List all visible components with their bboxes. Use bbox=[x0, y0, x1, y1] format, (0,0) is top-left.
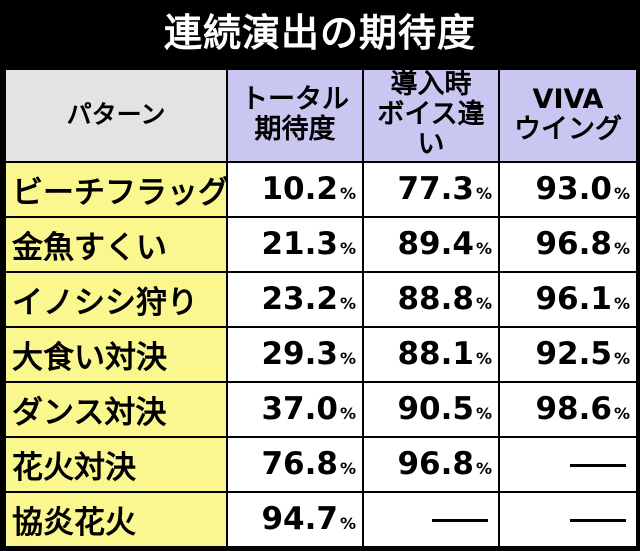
header-total-line2: 期待度 bbox=[254, 114, 336, 146]
header-pattern: パターン bbox=[4, 68, 228, 163]
cell-total: 23.2% bbox=[226, 270, 364, 328]
cell-value: 96.8 bbox=[535, 226, 612, 263]
cell-value: 88.8 bbox=[397, 281, 474, 318]
cell-voice: 88.1% bbox=[362, 325, 500, 383]
cell-value: 96.1 bbox=[535, 281, 612, 318]
header-viva-wing: VIVA ウイング bbox=[498, 68, 638, 163]
cell-value: 23.2 bbox=[261, 281, 338, 318]
header-total-line1: トータル bbox=[241, 84, 349, 116]
table-row: 大食い対決 29.3% 88.1% 92.5% bbox=[4, 325, 638, 383]
header-total-expectation: トータル 期待度 bbox=[226, 68, 364, 163]
dash-mark bbox=[570, 463, 626, 467]
cell-voice-none bbox=[362, 490, 500, 548]
percent-sign: % bbox=[339, 459, 356, 479]
percent-sign: % bbox=[339, 184, 356, 204]
percent-sign: % bbox=[475, 239, 492, 259]
table-row: ダンス対決 37.0% 90.5% 98.6% bbox=[4, 380, 638, 438]
table-row: 協炎花火 94.7% bbox=[4, 490, 638, 548]
percent-sign: % bbox=[613, 404, 630, 424]
cell-value: 92.5 bbox=[535, 336, 612, 373]
cell-total: 76.8% bbox=[226, 435, 364, 493]
cell-value: 94.7 bbox=[261, 501, 338, 538]
cell-value: 89.4 bbox=[397, 226, 474, 263]
expectation-table: パターン トータル 期待度 導入時 ボイス違い VIVA ウイング ビーチフラッ… bbox=[4, 68, 638, 548]
page-title: 連続演出の期待度 bbox=[163, 11, 476, 55]
percent-sign: % bbox=[475, 349, 492, 369]
cell-value: 21.3 bbox=[261, 226, 338, 263]
cell-total: 29.3% bbox=[226, 325, 364, 383]
percent-sign: % bbox=[339, 239, 356, 259]
cell-viva: 96.1% bbox=[498, 270, 638, 328]
cell-value: 37.0 bbox=[261, 391, 338, 428]
dash-mark bbox=[432, 518, 488, 522]
pattern-name: 大食い対決 bbox=[4, 325, 228, 383]
table-row: ビーチフラッグ 10.2% 77.3% 93.0% bbox=[4, 160, 638, 218]
cell-voice: 88.8% bbox=[362, 270, 500, 328]
cell-total: 37.0% bbox=[226, 380, 364, 438]
cell-value: 29.3 bbox=[261, 336, 338, 373]
percent-sign: % bbox=[475, 459, 492, 479]
cell-value: 90.5 bbox=[397, 391, 474, 428]
cell-voice: 89.4% bbox=[362, 215, 500, 273]
percent-sign: % bbox=[339, 404, 356, 424]
header-intro-voice: 導入時 ボイス違い bbox=[362, 68, 500, 163]
cell-voice: 96.8% bbox=[362, 435, 500, 493]
percent-sign: % bbox=[613, 184, 630, 204]
cell-viva: 96.8% bbox=[498, 215, 638, 273]
header-viva-line2: ウイング bbox=[514, 114, 622, 146]
cell-total: 10.2% bbox=[226, 160, 364, 218]
cell-value: 77.3 bbox=[397, 171, 474, 208]
cell-value: 96.8 bbox=[397, 446, 474, 483]
pattern-name: イノシシ狩り bbox=[4, 270, 228, 328]
percent-sign: % bbox=[475, 404, 492, 424]
cell-viva: 93.0% bbox=[498, 160, 638, 218]
pattern-name: 花火対決 bbox=[4, 435, 228, 493]
percent-sign: % bbox=[339, 514, 356, 534]
percent-sign: % bbox=[613, 239, 630, 259]
percent-sign: % bbox=[613, 294, 630, 314]
cell-viva: 92.5% bbox=[498, 325, 638, 383]
cell-value: 98.6 bbox=[535, 391, 612, 428]
table-row: イノシシ狩り 23.2% 88.8% 96.1% bbox=[4, 270, 638, 328]
table-row: 花火対決 76.8% 96.8% bbox=[4, 435, 638, 493]
pattern-name: ダンス対決 bbox=[4, 380, 228, 438]
cell-voice: 77.3% bbox=[362, 160, 500, 218]
pattern-name: 協炎花火 bbox=[4, 490, 228, 548]
header-voice-line1: 導入時 bbox=[390, 69, 472, 100]
dash-mark bbox=[570, 518, 626, 522]
percent-sign: % bbox=[339, 294, 356, 314]
cell-voice: 90.5% bbox=[362, 380, 500, 438]
percent-sign: % bbox=[475, 184, 492, 204]
cell-total: 21.3% bbox=[226, 215, 364, 273]
cell-viva-none bbox=[498, 490, 638, 548]
table-row: 金魚すくい 21.3% 89.4% 96.8% bbox=[4, 215, 638, 273]
percent-sign: % bbox=[613, 349, 630, 369]
cell-value: 76.8 bbox=[261, 446, 338, 483]
cell-value: 10.2 bbox=[261, 171, 338, 208]
header-viva-line1: VIVA bbox=[532, 84, 604, 116]
percent-sign: % bbox=[475, 294, 492, 314]
cell-viva: 98.6% bbox=[498, 380, 638, 438]
cell-value: 93.0 bbox=[535, 171, 612, 208]
header-row: パターン トータル 期待度 導入時 ボイス違い VIVA ウイング bbox=[4, 68, 638, 163]
cell-total: 94.7% bbox=[226, 490, 364, 548]
cell-value: 88.1 bbox=[397, 336, 474, 373]
header-voice-line2: ボイス違い bbox=[377, 99, 485, 161]
cell-viva-none bbox=[498, 435, 638, 493]
pattern-name: ビーチフラッグ bbox=[4, 160, 229, 218]
percent-sign: % bbox=[339, 349, 356, 369]
pattern-name: 金魚すくい bbox=[4, 215, 228, 273]
